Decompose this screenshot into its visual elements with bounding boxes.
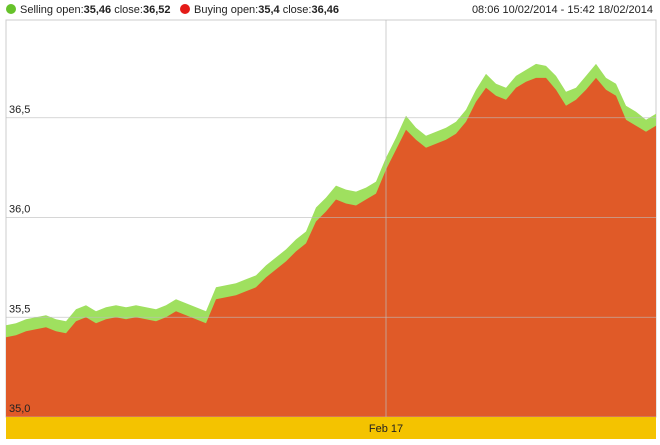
legend-text: close: (114, 4, 143, 16)
legend-value: 36,52 (142, 4, 171, 16)
legend-swatch (180, 4, 190, 14)
legend-value: 36,46 (311, 4, 339, 16)
date-range: 08:06 10/02/2014 - 15:42 18/02/2014 (471, 4, 653, 16)
legend-item: Buying open:35,4 close:36,46 (180, 4, 339, 16)
legend-label: Buying (194, 4, 228, 16)
x-tick-label: Feb 17 (369, 423, 403, 435)
y-tick-label: 36,0 (9, 204, 30, 216)
legend-text: open: (56, 4, 84, 16)
legend-swatch (6, 4, 16, 14)
legend-label: Selling (20, 4, 54, 16)
legend-text: close: (282, 4, 312, 16)
y-tick-label: 35,0 (9, 403, 30, 415)
legend-value: 35,46 (83, 4, 112, 16)
legend: Selling open:35,46 close:36,52 Buying op… (0, 0, 660, 20)
legend-item: Selling open:35,46 close:36,52 (6, 4, 171, 16)
y-tick-label: 35,5 (9, 303, 30, 315)
y-tick-label: 36,5 (9, 104, 30, 116)
legend-text: open: (230, 4, 259, 16)
area (6, 77, 656, 418)
legend-value: 35,4 (258, 4, 280, 16)
x-axis-band (6, 417, 656, 439)
